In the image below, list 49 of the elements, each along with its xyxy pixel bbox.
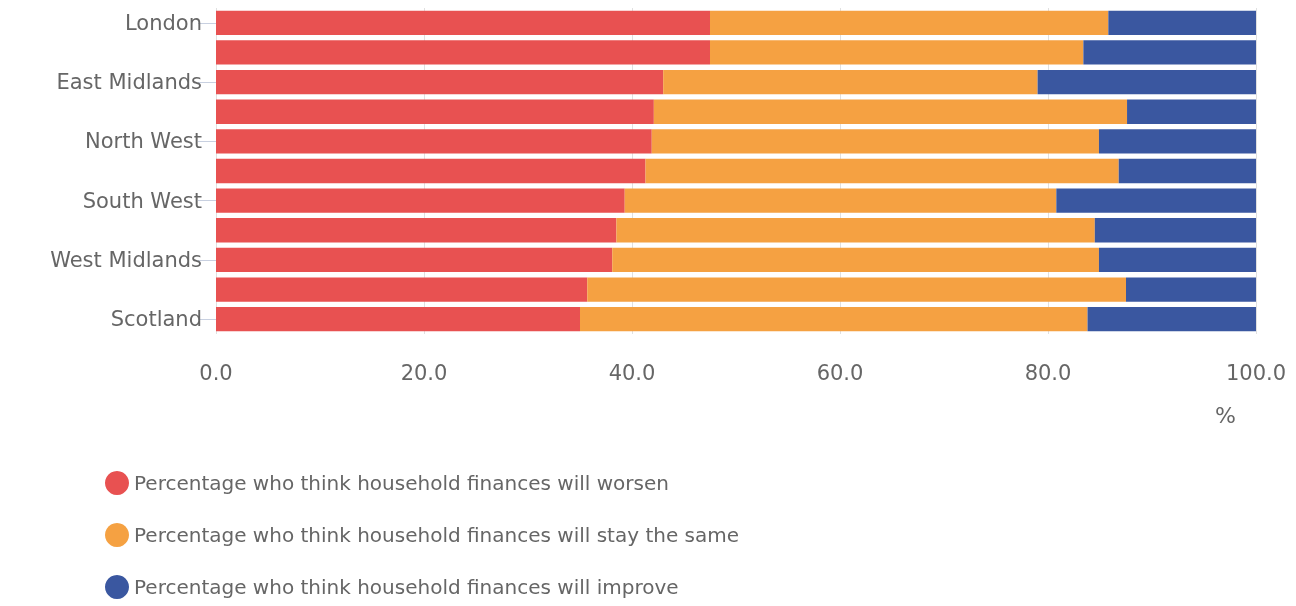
bar	[1108, 10, 1256, 35]
bar	[645, 158, 1119, 184]
bar	[1083, 40, 1256, 65]
bar	[710, 10, 1109, 35]
bar	[710, 40, 1084, 65]
bar	[612, 247, 1099, 273]
bar	[624, 188, 1057, 213]
bar	[1056, 188, 1256, 213]
y-tick-label: North West	[84, 129, 202, 154]
x-tick-label: 100.0	[1225, 360, 1287, 385]
bar	[580, 307, 1088, 332]
bar	[653, 99, 1128, 124]
bar	[1087, 307, 1256, 332]
bar	[651, 129, 1099, 154]
bar	[216, 218, 617, 243]
bar	[216, 158, 646, 184]
x-tick-label: 80.0	[1024, 360, 1072, 385]
bar	[1127, 99, 1256, 124]
x-tick-label: 0.0	[199, 360, 233, 385]
y-tick-label: West Midlands	[50, 247, 202, 272]
legend-label: Percentage who think household finances will improve	[134, 575, 679, 599]
bar	[216, 129, 652, 154]
bar	[1094, 218, 1256, 243]
y-tick-label: South West	[82, 188, 202, 213]
bar	[216, 40, 710, 65]
bar	[1098, 129, 1256, 154]
bar	[216, 69, 664, 95]
bar	[216, 188, 625, 213]
x-tick-label: 40.0	[608, 360, 656, 385]
x-axis-title: %	[1215, 402, 1236, 428]
y-tick-label: East Midlands	[56, 70, 202, 95]
x-tick-label: 20.0	[400, 360, 448, 385]
bar	[216, 277, 588, 302]
bar	[663, 69, 1038, 95]
y-tick-label: London	[125, 10, 202, 35]
bar	[216, 307, 580, 332]
bar	[1118, 158, 1256, 184]
bar	[1098, 247, 1256, 273]
legend-label: Percentage who think household finances will worsen	[134, 471, 669, 495]
bar	[216, 247, 613, 273]
bar	[216, 10, 710, 35]
x-tick-label: 60.0	[816, 360, 864, 385]
legend-label: Percentage who think household finances will stay the same	[134, 523, 740, 547]
bar	[216, 99, 654, 124]
y-tick-label: Scotland	[110, 307, 202, 332]
bar	[616, 218, 1095, 243]
bar	[1037, 69, 1256, 95]
bar	[587, 277, 1126, 302]
bar	[1126, 277, 1256, 302]
